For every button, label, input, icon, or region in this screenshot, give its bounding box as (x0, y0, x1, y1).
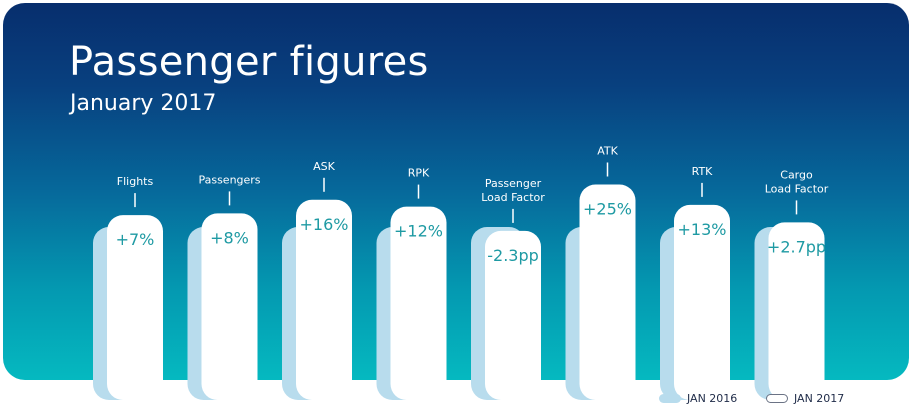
category-label-flights: Flights (117, 175, 154, 188)
legend-item-jan2017: JAN 2017 (766, 389, 844, 407)
bar-2017-ask (296, 199, 352, 400)
legend-label-jan2016: JAN 2016 (687, 391, 738, 405)
category-label-rpk: RPK (408, 167, 430, 180)
category-label-rtk: RTK (692, 165, 714, 178)
value-label-rpk: +12% (394, 222, 443, 241)
category-label-ask: ASK (313, 160, 336, 173)
legend-label-jan2017: JAN 2017 (794, 391, 845, 405)
legend-swatch-jan2017 (766, 393, 788, 403)
bar-2017-flights (107, 215, 163, 400)
value-label-passenger-load-factor: -2.3pp (487, 246, 539, 265)
category-label-passenger-load-factor-line2: Load Factor (481, 191, 545, 204)
value-label-ask: +16% (300, 215, 349, 234)
value-label-passengers: +8% (210, 228, 249, 247)
legend-item-jan2016: JAN 2016 (659, 389, 737, 407)
chart-subtitle: January 2017 (70, 91, 217, 116)
bar-2017-cargo-load-factor (768, 222, 825, 400)
category-label-cargo-load-factor-line1: Cargo (780, 168, 813, 181)
value-label-cargo-load-factor: +2.7pp (767, 237, 826, 256)
bar-2017-passengers (201, 213, 258, 400)
bar-2017-atk (579, 184, 636, 400)
bar-2017-rtk (674, 204, 730, 400)
value-label-flights: +7% (116, 230, 155, 249)
category-label-passenger-load-factor-line1: Passenger (485, 177, 542, 190)
chart-title: Passenger figures (69, 39, 429, 85)
value-label-atk: +25% (583, 200, 632, 219)
legend-swatch-jan2016 (659, 393, 681, 403)
category-label-passengers: Passengers (198, 173, 260, 186)
category-label-atk: ATK (597, 145, 618, 158)
value-label-rtk: +13% (678, 220, 727, 239)
bar-2017-rpk (390, 206, 447, 400)
bar-2017-passenger-load-factor (485, 230, 541, 400)
category-label-cargo-load-factor-line2: Load Factor (765, 182, 829, 195)
